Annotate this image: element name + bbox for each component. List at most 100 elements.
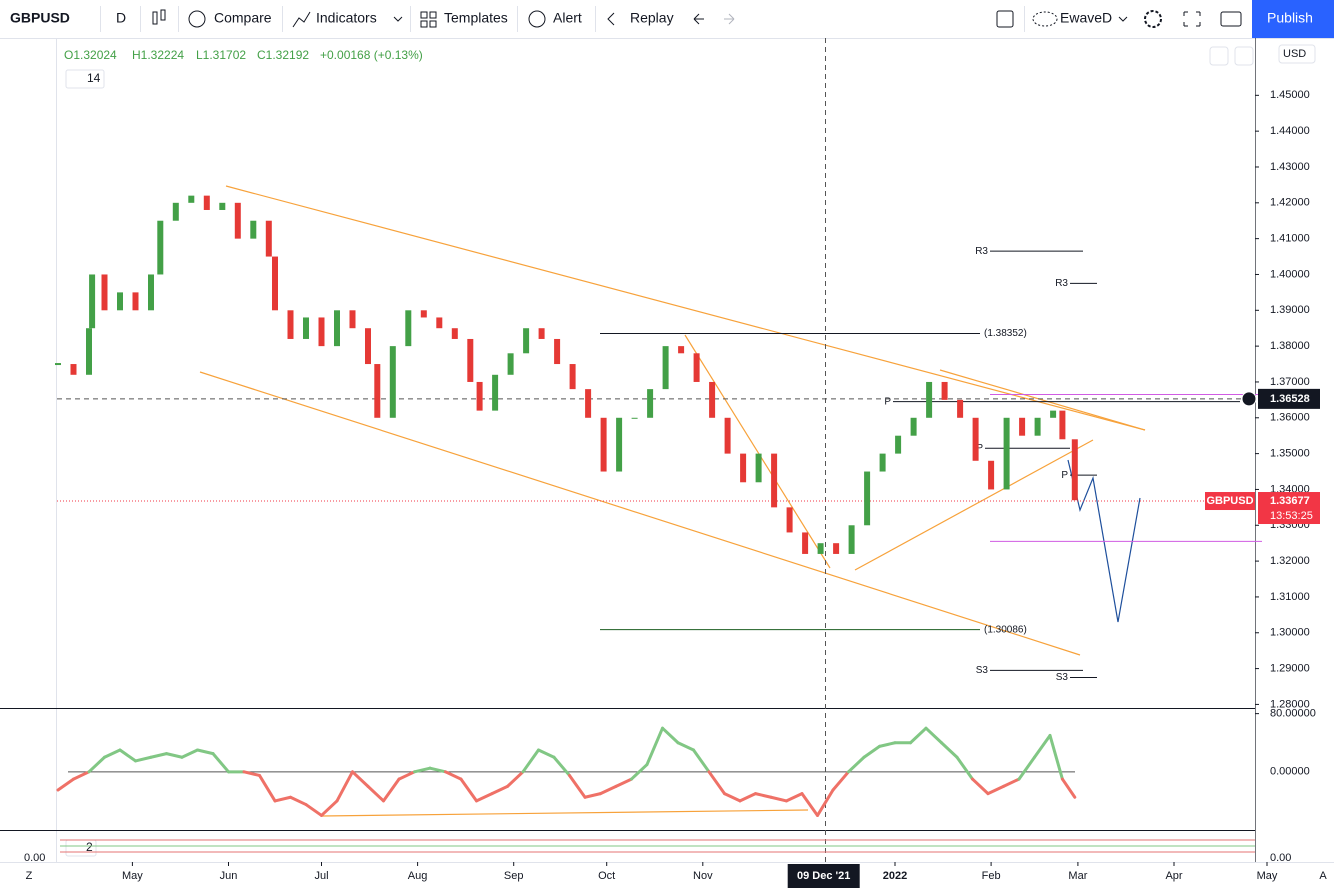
candle <box>616 417 623 472</box>
currency-button[interactable] <box>1278 44 1316 64</box>
alert-icon <box>528 10 546 28</box>
x-tick-label: Apr <box>1165 870 1182 882</box>
candle <box>203 195 210 210</box>
settings-button[interactable] <box>1144 10 1162 28</box>
oscillator-segment <box>273 795 292 803</box>
indicators-button[interactable]: Indicators <box>316 10 377 26</box>
scroll-button[interactable] <box>1209 46 1229 66</box>
oscillator-segment <box>1033 733 1052 759</box>
candle <box>740 453 747 483</box>
reset-button[interactable] <box>1234 46 1254 66</box>
oscillator-segment <box>1060 777 1077 799</box>
x-tick-label: Oct <box>598 870 615 882</box>
oscillator-segment <box>428 766 447 774</box>
interval-button[interactable]: D <box>116 10 126 26</box>
legend-high: H1.32224 <box>132 48 184 62</box>
x-tick-label: Aug <box>408 870 428 882</box>
chart-type-icon[interactable] <box>152 9 166 25</box>
oscillator-segment <box>180 748 199 759</box>
candle <box>1034 417 1041 436</box>
candle <box>724 417 731 454</box>
candle <box>405 310 412 347</box>
oscillator-segment <box>707 770 726 796</box>
oscillator-segment <box>165 752 184 759</box>
candle <box>349 310 356 329</box>
compare-button[interactable]: Compare <box>214 10 272 26</box>
candle <box>148 274 154 311</box>
oscillator-segment <box>847 755 866 774</box>
candle <box>1071 439 1078 501</box>
crosshair-time-label: 09 Dec '21 <box>797 870 850 882</box>
oscillator-segment <box>909 726 928 745</box>
undo-button[interactable] <box>693 13 704 25</box>
oscillator-segment <box>986 784 1005 796</box>
oscillator-segment <box>552 755 571 777</box>
alert-button[interactable]: Alert <box>553 10 582 26</box>
candle <box>709 381 716 418</box>
candle <box>86 328 92 375</box>
y-tick-label: 1.45000 <box>1270 89 1310 101</box>
oscillator-segment <box>924 726 943 745</box>
candle <box>89 274 96 329</box>
oscillator-segment <box>351 770 370 788</box>
dropdown-icon[interactable] <box>1118 16 1128 22</box>
symbol-tag-label: GBPUSD <box>1206 495 1253 507</box>
candle <box>365 328 371 365</box>
templates-button[interactable]: Templates <box>444 10 508 26</box>
oscillator-segment <box>1002 777 1021 788</box>
layout-name-button[interactable]: EwaveD <box>1060 10 1112 26</box>
candle <box>420 310 427 318</box>
candle <box>188 195 195 203</box>
add-alert-button[interactable] <box>1241 391 1257 407</box>
screenshot-button[interactable] <box>1220 11 1242 27</box>
indicator-legend[interactable] <box>65 69 105 89</box>
candle <box>507 353 514 375</box>
fullscreen-button[interactable] <box>1183 11 1201 27</box>
candle <box>569 364 576 390</box>
candle <box>895 435 902 454</box>
candle <box>585 389 592 418</box>
x-tick-label: 2022 <box>883 870 907 882</box>
candle <box>600 417 607 472</box>
layout-button[interactable] <box>996 10 1014 28</box>
symbol-button[interactable]: GBPUSD <box>10 10 70 26</box>
candle <box>219 202 226 210</box>
redo-button[interactable] <box>724 13 735 25</box>
oscillator-segment <box>645 726 664 767</box>
y-tick-label: 1.35000 <box>1270 448 1310 460</box>
candle <box>476 381 483 411</box>
lower-panel-lines <box>60 839 1255 853</box>
publish-button[interactable] <box>1252 0 1334 38</box>
oscillator-segment <box>583 792 602 799</box>
time-axis-right: A <box>1319 870 1327 882</box>
oscillator-segment <box>738 792 757 803</box>
candle <box>647 389 654 418</box>
oscillator-segment <box>831 770 850 792</box>
oscillator-segment <box>196 748 215 756</box>
oscillator-segment <box>335 770 354 803</box>
oscillator-segment <box>56 777 75 792</box>
oscillator-segment <box>816 788 835 817</box>
pivot-label: S3 <box>1056 672 1069 683</box>
y-tick-label: 1.43000 <box>1270 161 1310 173</box>
legend-low: L1.31702 <box>196 48 246 62</box>
oscillator-segment <box>103 748 122 759</box>
currency-label: USD <box>1283 48 1306 60</box>
dropdown-icon[interactable] <box>393 16 403 22</box>
replay-button[interactable]: Replay <box>630 10 674 26</box>
oscillator-segment <box>242 770 261 777</box>
oscillator-segment <box>490 784 509 796</box>
toolbar <box>0 0 1334 38</box>
oscillator-segment <box>289 795 308 807</box>
time-axis-left: Z <box>26 870 33 882</box>
candle <box>101 274 108 311</box>
oscillator-segment <box>754 792 773 799</box>
y-tick-label: 1.30000 <box>1270 627 1310 639</box>
candle <box>957 399 964 418</box>
publish-label: Publish <box>1267 10 1313 26</box>
indicator-param: 2 <box>86 840 93 854</box>
x-tick-label: Feb <box>982 870 1001 882</box>
oscillator-segment <box>413 766 432 774</box>
candle <box>1003 417 1010 490</box>
